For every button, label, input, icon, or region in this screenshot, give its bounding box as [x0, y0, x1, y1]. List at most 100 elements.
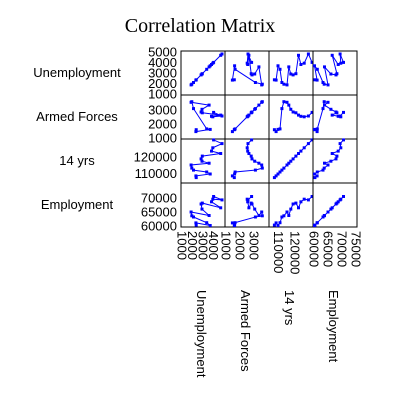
- data-point: [253, 207, 257, 211]
- data-point: [207, 65, 211, 69]
- data-point: [276, 172, 280, 176]
- data-point: [200, 207, 204, 211]
- data-point: [249, 154, 253, 158]
- panel-14-yrs-vs-employment: [312, 138, 358, 184]
- data-point: [205, 127, 209, 131]
- data-point: [253, 107, 257, 111]
- panel-frame: [224, 50, 270, 96]
- data-point: [302, 146, 306, 150]
- data-point: [287, 161, 291, 165]
- data-point: [335, 111, 339, 115]
- data-point: [233, 64, 237, 68]
- data-point: [278, 127, 282, 131]
- data-point: [192, 168, 195, 172]
- data-point: [321, 107, 325, 111]
- data-point: [233, 224, 237, 227]
- data-point: [253, 81, 257, 84]
- data-point: [207, 214, 211, 217]
- column-labels: Unemployment Armed Forces 14 yrs Employment: [194, 290, 341, 378]
- data-point: [230, 130, 234, 134]
- row-labels: Unemployment Armed Forces 14 yrs Employment: [33, 65, 121, 212]
- data-point: [250, 195, 254, 198]
- data-point: [260, 100, 264, 104]
- data-point: [326, 83, 330, 87]
- data-point: [289, 107, 293, 111]
- data-point: [260, 166, 264, 170]
- y-tick-label: 110000: [135, 166, 177, 181]
- data-point: [291, 202, 295, 206]
- data-point: [200, 159, 204, 163]
- data-point: [326, 100, 330, 104]
- data-point: [280, 168, 284, 172]
- x-tick-label: 3000: [247, 231, 262, 260]
- data-point: [272, 78, 276, 82]
- data-point: [276, 127, 280, 131]
- data-point: [335, 72, 339, 76]
- panel-frame: [312, 94, 358, 140]
- data-point: [220, 198, 224, 202]
- y-tick-label: 60000: [141, 219, 177, 234]
- y-tick-label: 2000: [148, 117, 177, 132]
- data-point: [322, 100, 326, 104]
- data-point: [294, 111, 298, 115]
- data-point: [329, 107, 333, 111]
- data-point: [211, 197, 215, 201]
- data-point: [245, 61, 249, 65]
- data-point: [257, 214, 261, 217]
- data-point: [250, 157, 254, 161]
- panel-armed-forces-vs-14-yrs: [268, 94, 314, 140]
- data-point: [219, 206, 223, 210]
- data-point: [207, 103, 211, 107]
- data-point: [278, 170, 282, 174]
- data-point: [315, 127, 319, 131]
- panel-frame: [180, 94, 226, 140]
- data-point: [212, 110, 216, 114]
- data-point: [192, 107, 195, 111]
- data-point: [330, 53, 334, 57]
- data-point: [330, 152, 334, 155]
- data-point: [250, 138, 254, 142]
- data-point: [253, 215, 257, 219]
- data-point: [322, 82, 326, 86]
- data-point: [246, 114, 250, 118]
- data-point: [220, 114, 224, 118]
- data-point: [194, 78, 198, 82]
- data-point: [315, 221, 319, 225]
- data-point: [342, 138, 345, 142]
- data-point: [246, 142, 250, 146]
- panel-frame: [268, 182, 314, 228]
- data-point: [326, 163, 330, 167]
- x-tick-label: 2000: [233, 231, 248, 260]
- data-point: [233, 221, 237, 225]
- data-point: [260, 214, 264, 218]
- data-point: [338, 142, 342, 146]
- panel-employment-vs-14-yrs: [268, 182, 314, 228]
- data-point: [322, 166, 326, 170]
- data-point: [313, 64, 316, 68]
- data-point: [299, 114, 303, 118]
- column-label-unemployment: Unemployment: [194, 290, 209, 378]
- data-point: [302, 61, 306, 65]
- data-point: [257, 103, 261, 107]
- panel-14-yrs-vs-unemployment: [180, 138, 226, 184]
- data-point: [272, 128, 276, 132]
- y-tick-label: 3000: [148, 66, 177, 81]
- data-point: [338, 114, 342, 118]
- data-point: [299, 63, 303, 66]
- data-point: [338, 198, 342, 202]
- data-point: [323, 65, 326, 69]
- data-point: [253, 72, 257, 76]
- data-point: [306, 52, 310, 56]
- data-point: [220, 142, 224, 146]
- data-point: [326, 210, 330, 214]
- column-label-employment: Employment: [326, 290, 341, 363]
- data-point: [299, 149, 303, 153]
- row-label-armed-forces: Armed Forces: [36, 109, 118, 124]
- data-point: [212, 195, 216, 198]
- data-point: [302, 197, 306, 201]
- data-point: [310, 138, 314, 142]
- data-point: [189, 210, 193, 214]
- data-point: [289, 207, 293, 211]
